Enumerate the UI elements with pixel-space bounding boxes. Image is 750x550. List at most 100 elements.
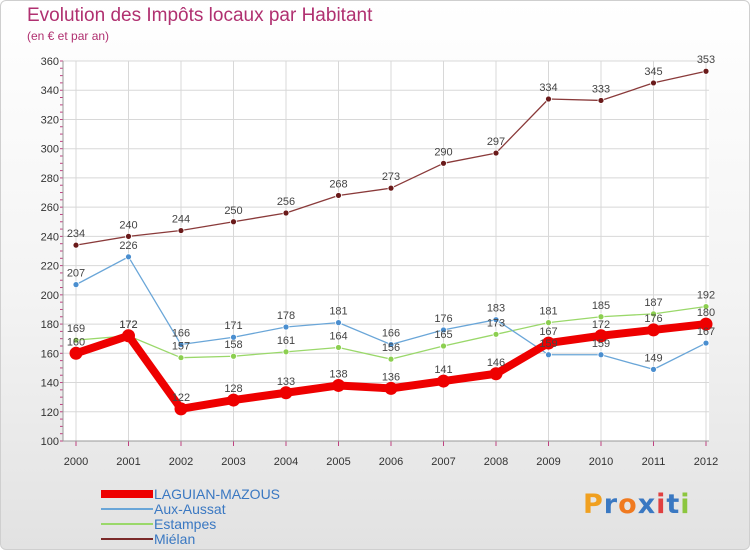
data-label: 353 (697, 54, 715, 66)
x-tick-label: 2000 (64, 456, 88, 468)
data-label: 176 (434, 313, 452, 325)
data-label: 172 (119, 319, 137, 331)
data-label: 128 (224, 383, 242, 395)
series-point-0 (332, 378, 345, 392)
data-label: 226 (119, 240, 137, 252)
series-point-1 (440, 326, 447, 334)
x-tick-label: 2008 (484, 456, 508, 468)
data-label: 173 (487, 317, 505, 329)
series-point-2 (597, 313, 605, 321)
data-label: 256 (277, 196, 295, 208)
series-point-2 (177, 354, 185, 362)
data-label: 138 (329, 368, 347, 380)
data-label: 333 (592, 83, 610, 95)
series-point-1 (230, 333, 237, 341)
data-label: 192 (697, 290, 715, 302)
series-point-1 (545, 351, 552, 359)
series-point-2 (230, 352, 237, 360)
data-label: 181 (539, 306, 557, 318)
data-label: 185 (592, 300, 610, 312)
series-point-1 (177, 341, 185, 348)
series-point-1 (387, 341, 395, 348)
logo-letter: x (637, 489, 657, 520)
series-point-2 (702, 303, 710, 310)
data-label: 149 (644, 352, 662, 364)
y-tick-label: 240 (41, 231, 59, 243)
data-label: 176 (644, 313, 662, 325)
data-label: 146 (487, 357, 505, 369)
y-tick-label: 180 (41, 319, 59, 331)
series-point-3 (650, 79, 657, 87)
y-tick-label: 320 (41, 114, 59, 126)
legend-item-laguian-mazous: LAGUIAN-MAZOUS (101, 486, 361, 502)
series-point-0 (647, 323, 660, 337)
y-tick-label: 200 (41, 290, 59, 302)
data-label: 273 (382, 171, 400, 183)
legend-swatch-laguian-mazous (101, 490, 153, 498)
data-label: 165 (434, 329, 452, 341)
legend-label-estampes: Estampes (154, 516, 217, 532)
series-point-1 (650, 365, 657, 373)
data-label: 183 (487, 303, 505, 315)
data-label: 250 (224, 205, 242, 217)
series-point-1 (702, 339, 710, 347)
data-label: 164 (329, 330, 347, 342)
logo-letter: o (618, 489, 638, 520)
series-point-3 (335, 192, 342, 199)
y-tick-label: 300 (41, 144, 59, 156)
x-tick-label: 2002 (169, 456, 193, 468)
series-point-3 (282, 209, 290, 217)
data-label: 159 (539, 338, 557, 350)
series-point-2 (282, 348, 290, 356)
series-point-0 (279, 386, 293, 400)
proxiti-logo: Proxiti (583, 489, 691, 520)
series-point-2 (335, 344, 342, 351)
series-point-0 (384, 381, 398, 395)
series-point-1 (125, 253, 132, 261)
legend-swatch-aux-aussat (101, 508, 153, 510)
data-label: 160 (67, 336, 85, 348)
data-label: 240 (119, 219, 137, 231)
series-point-1 (492, 316, 500, 324)
x-tick-label: 2011 (642, 456, 666, 468)
series-point-2 (650, 310, 657, 318)
data-label: 234 (67, 228, 85, 240)
data-label: 158 (224, 339, 242, 351)
data-label: 172 (592, 319, 610, 331)
y-tick-label: 220 (41, 261, 59, 273)
y-tick-label: 280 (41, 173, 59, 185)
series-point-3 (492, 149, 500, 157)
x-tick-label: 2007 (431, 456, 455, 468)
data-label: 166 (172, 328, 190, 340)
series-point-3 (72, 241, 80, 249)
data-label: 268 (329, 178, 347, 190)
series-point-0 (542, 336, 555, 350)
data-label: 133 (277, 376, 295, 388)
legend-swatch-mielan (101, 538, 153, 540)
data-label: 290 (434, 146, 452, 158)
series-point-0 (122, 329, 135, 343)
series-point-1 (72, 281, 80, 289)
data-label: 167 (697, 326, 715, 338)
data-label: 172 (119, 319, 137, 331)
logo-letter: i (656, 489, 667, 520)
series-point-2 (387, 355, 395, 363)
series-point-2 (440, 342, 447, 350)
series-point-0 (174, 402, 188, 416)
legend-label-aux-aussat: Aux-Aussat (154, 501, 226, 517)
data-label: 159 (592, 338, 610, 350)
data-label: 169 (67, 323, 85, 335)
data-label: 122 (172, 392, 190, 404)
logo-letter: t (666, 489, 681, 520)
x-tick-label: 2012 (694, 456, 718, 468)
x-tick-label: 2006 (379, 456, 403, 468)
data-label: 136 (382, 371, 400, 383)
y-tick-label: 140 (41, 378, 59, 390)
chart-title: Evolution des Impôts locaux par Habitant (27, 5, 373, 26)
data-label: 178 (277, 310, 295, 322)
series-point-3 (177, 227, 185, 234)
data-label: 141 (434, 364, 452, 376)
legend-swatch-estampes (101, 523, 153, 525)
